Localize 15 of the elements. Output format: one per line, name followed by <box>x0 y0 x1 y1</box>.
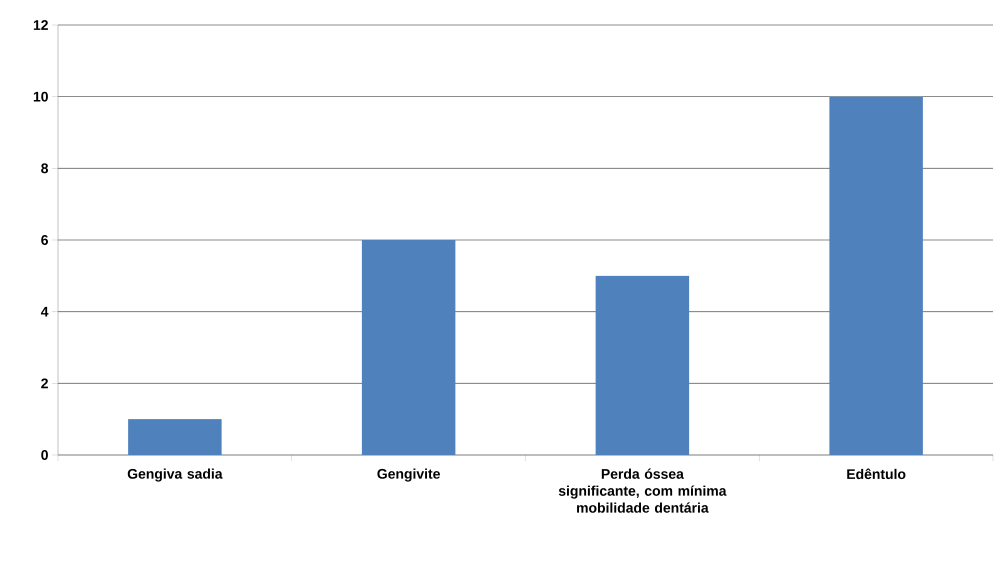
x-tick-label: Perda óssea significante, com mínima mobilidade dentária <box>558 468 727 513</box>
y-tick-label: 6 <box>41 235 48 245</box>
x-tick-label: Edêntulo <box>847 468 906 480</box>
bar <box>829 96 923 455</box>
y-tick-label: 10 <box>34 92 48 102</box>
bar <box>362 240 456 455</box>
x-tick-label: Gengiva sadia <box>128 468 223 482</box>
y-tick-label: 0 <box>41 450 48 460</box>
y-tick-label: 2 <box>41 378 48 388</box>
y-tick-label: 12 <box>34 20 48 30</box>
x-tick-label: Gengivite <box>377 468 440 482</box>
y-tick-label: 4 <box>40 306 48 316</box>
y-tick-label: 8 <box>41 163 48 174</box>
bar <box>128 419 222 455</box>
bar <box>596 276 690 455</box>
